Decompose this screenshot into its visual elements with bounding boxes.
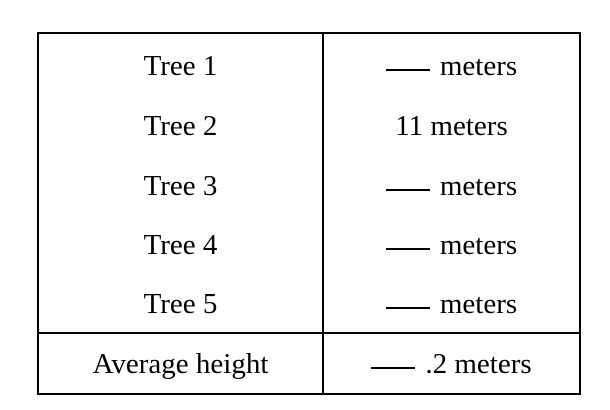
table: Tree 1 meters Tree 2 11 meters Tree 3 me… [37,32,581,395]
column-divider [322,34,324,393]
tree-label: Tree 1 [143,50,218,82]
height-cell: meters [324,166,579,206]
tree-label: Tree 2 [143,110,218,142]
height-cell: meters [324,46,579,86]
height-value: meters [439,288,518,320]
height-value: 11 meters [395,110,508,142]
average-value: .2 meters [425,348,532,380]
tree-label: Tree 3 [143,170,218,202]
row-divider [39,332,579,334]
blank [385,248,430,250]
height-value: meters [439,229,518,261]
height-value: meters [439,170,518,202]
blank [371,367,416,369]
average-label: Average height [92,348,269,380]
blank [385,69,430,71]
height-cell: 11 meters [324,106,579,146]
height-cell: meters [324,284,579,324]
blank [385,307,430,309]
tree-label: Tree 4 [143,229,218,261]
height-cell: meters [324,225,579,265]
blank [385,189,430,191]
average-cell: .2 meters [324,344,579,384]
tree-label: Tree 5 [143,288,218,320]
height-value: meters [439,50,518,82]
